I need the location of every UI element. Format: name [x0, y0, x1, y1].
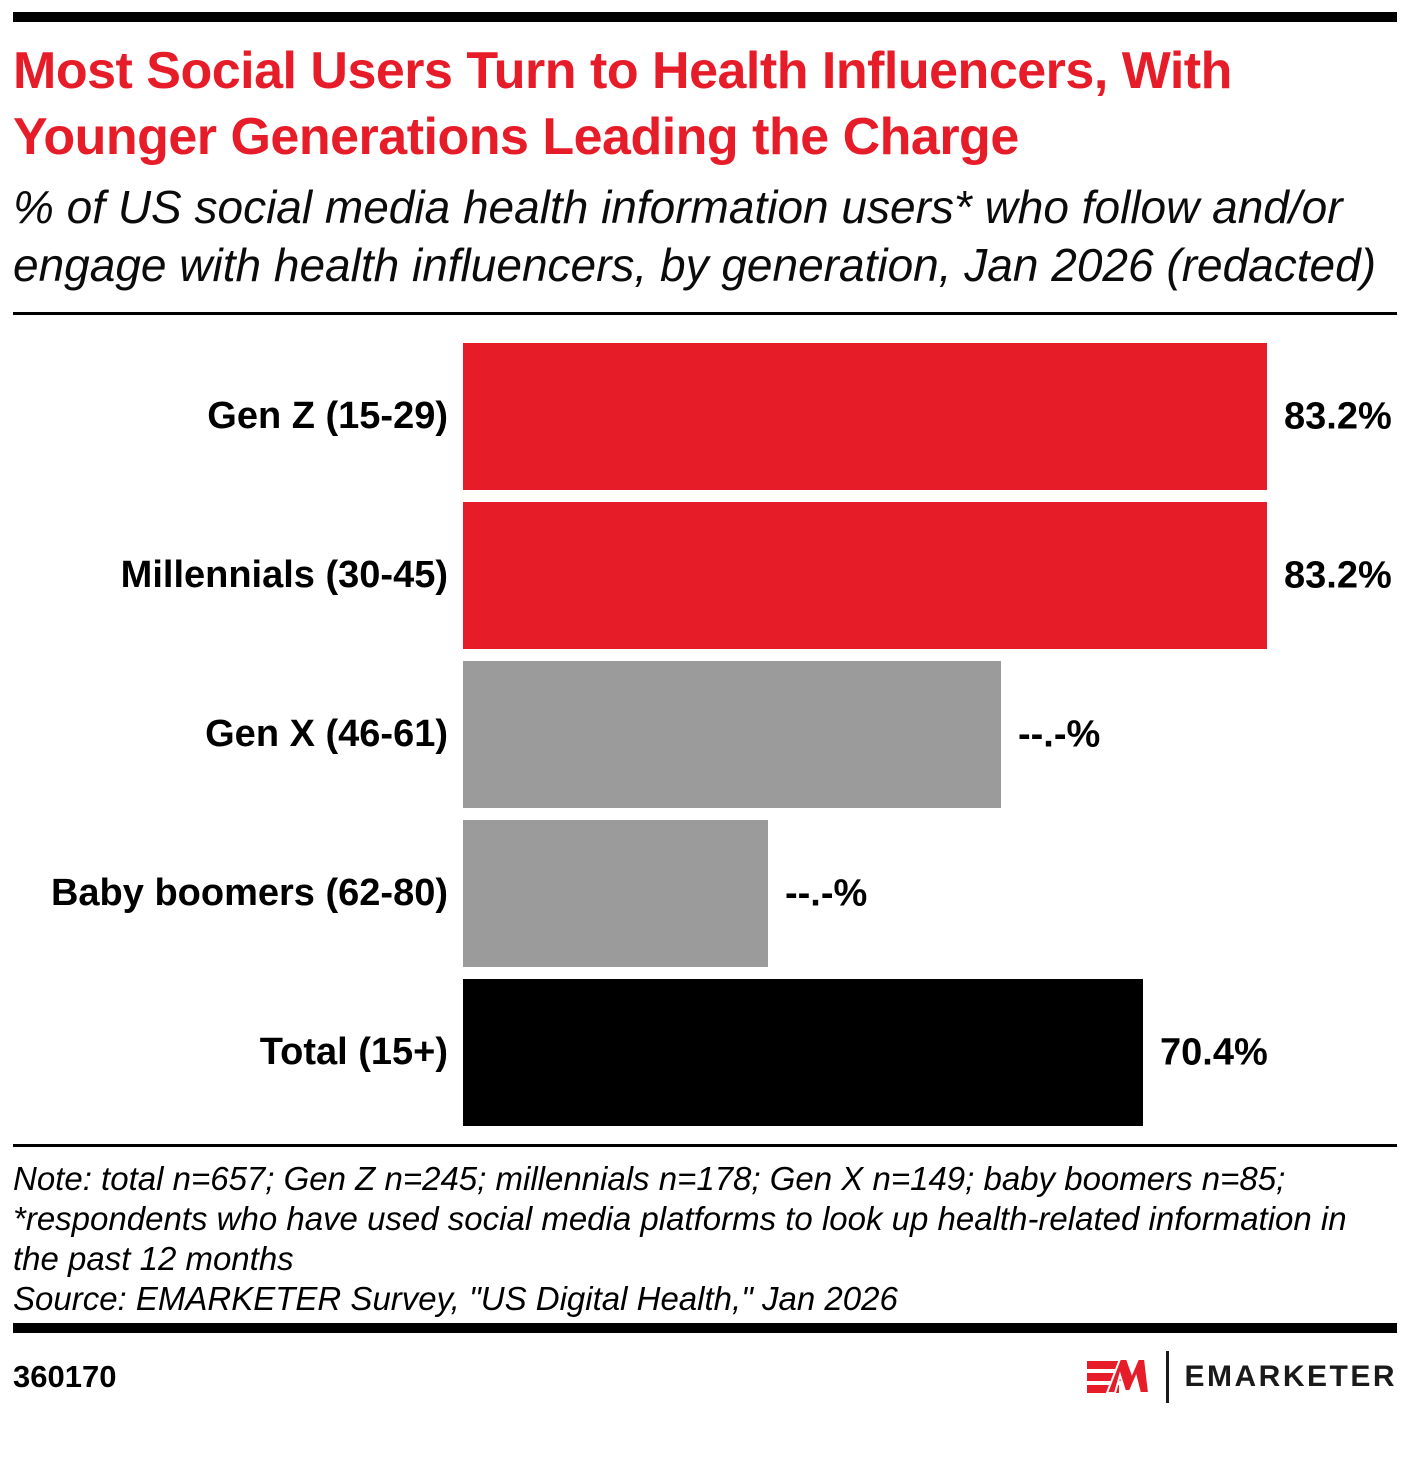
notes-divider	[13, 1144, 1397, 1147]
bar-row: Millennials (30-45) 83.2%	[13, 502, 1397, 649]
bar	[463, 979, 1143, 1126]
bottom-rule	[13, 1323, 1397, 1333]
value-label: --.-%	[785, 872, 868, 914]
bar	[463, 661, 1001, 808]
horizontal-bar-chart: Gen Z (15-29) 83.2% Millennials (30-45) 83.…	[13, 343, 1397, 1126]
bar	[463, 502, 1267, 649]
bar-row: Total (15+) 70.4%	[13, 979, 1397, 1126]
bar-row: Gen X (46-61) --.-%	[13, 661, 1397, 808]
chart-page: Most Social Users Turn to Health Influen…	[13, 0, 1397, 1403]
value-label: 83.2%	[1284, 554, 1392, 596]
logo-divider	[1166, 1351, 1170, 1403]
category-label: Gen X (46-61)	[205, 713, 448, 755]
bar-track: 70.4%	[463, 979, 1397, 1126]
bar-row: Baby boomers (62-80) --.-%	[13, 820, 1397, 967]
value-label: 70.4%	[1160, 1031, 1268, 1073]
category-label: Millennials (30-45)	[120, 554, 448, 596]
bar-row: Gen Z (15-29) 83.2%	[13, 343, 1397, 490]
category-label: Baby boomers (62-80)	[50, 872, 448, 914]
source-text: Source: EMARKETER Survey, "US Digital He…	[13, 1280, 898, 1317]
top-rule	[13, 12, 1397, 22]
notes-block: Note: total n=657; Gen Z n=245; millenni…	[13, 1159, 1397, 1319]
bar	[463, 820, 768, 967]
category-label: Total (15+)	[259, 1031, 448, 1073]
value-label: 83.2%	[1284, 395, 1392, 437]
bar-track: --.-%	[463, 661, 1397, 808]
bar-track: --.-%	[463, 820, 1397, 967]
em-logo-icon	[1087, 1358, 1151, 1394]
emarketer-logo: EMARKETER	[1087, 1351, 1397, 1403]
note-text: Note: total n=657; Gen Z n=245; millenni…	[13, 1160, 1347, 1277]
bar-track: 83.2%	[463, 502, 1397, 649]
chart-subtitle: % of US social media health information …	[13, 181, 1377, 291]
category-label: Gen Z (15-29)	[207, 395, 448, 437]
header-divider	[13, 312, 1397, 315]
chart-id: 360170	[13, 1359, 117, 1394]
footer: 360170 EMARKETER	[13, 1351, 1397, 1403]
bar	[463, 343, 1267, 490]
logo-wordmark: EMARKETER	[1184, 1360, 1397, 1393]
value-label: --.-%	[1018, 713, 1101, 755]
page-title: Most Social Users Turn to Health Influen…	[13, 42, 1232, 166]
bar-track: 83.2%	[463, 343, 1397, 490]
